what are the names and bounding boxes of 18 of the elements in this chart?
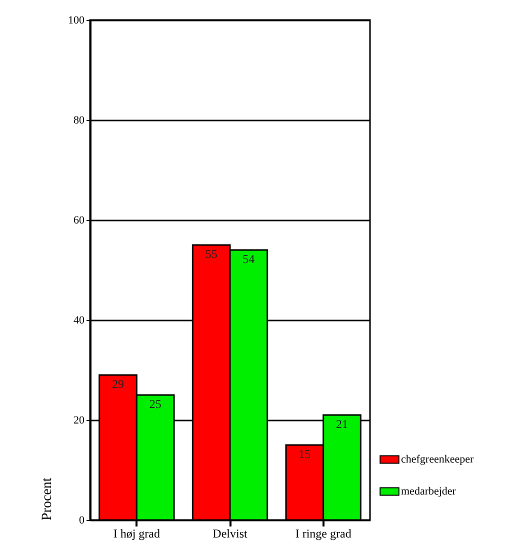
y-tick-label: 0 <box>79 514 85 526</box>
y-tick-label: 100 <box>68 14 85 26</box>
data-label: 21 <box>336 417 348 431</box>
x-tick-label: I høj grad <box>113 526 160 540</box>
data-label: 55 <box>205 247 218 261</box>
y-tick-label: 40 <box>74 314 85 326</box>
y-tick-label: 80 <box>74 114 85 126</box>
x-tick-label: Delvist <box>212 526 248 540</box>
legend-label: medarbejder <box>401 486 456 498</box>
y-tick-label: 60 <box>74 214 85 226</box>
y-axis-title: Procent <box>40 478 55 520</box>
data-label: 15 <box>298 447 311 461</box>
data-label: 54 <box>242 252 255 266</box>
data-label: 29 <box>112 377 124 391</box>
data-label: 25 <box>149 397 162 411</box>
legend-label: chefgreenkeeper <box>401 454 474 466</box>
x-tick-label: I ringe grad <box>295 526 352 540</box>
y-tick-label: 20 <box>74 414 85 426</box>
